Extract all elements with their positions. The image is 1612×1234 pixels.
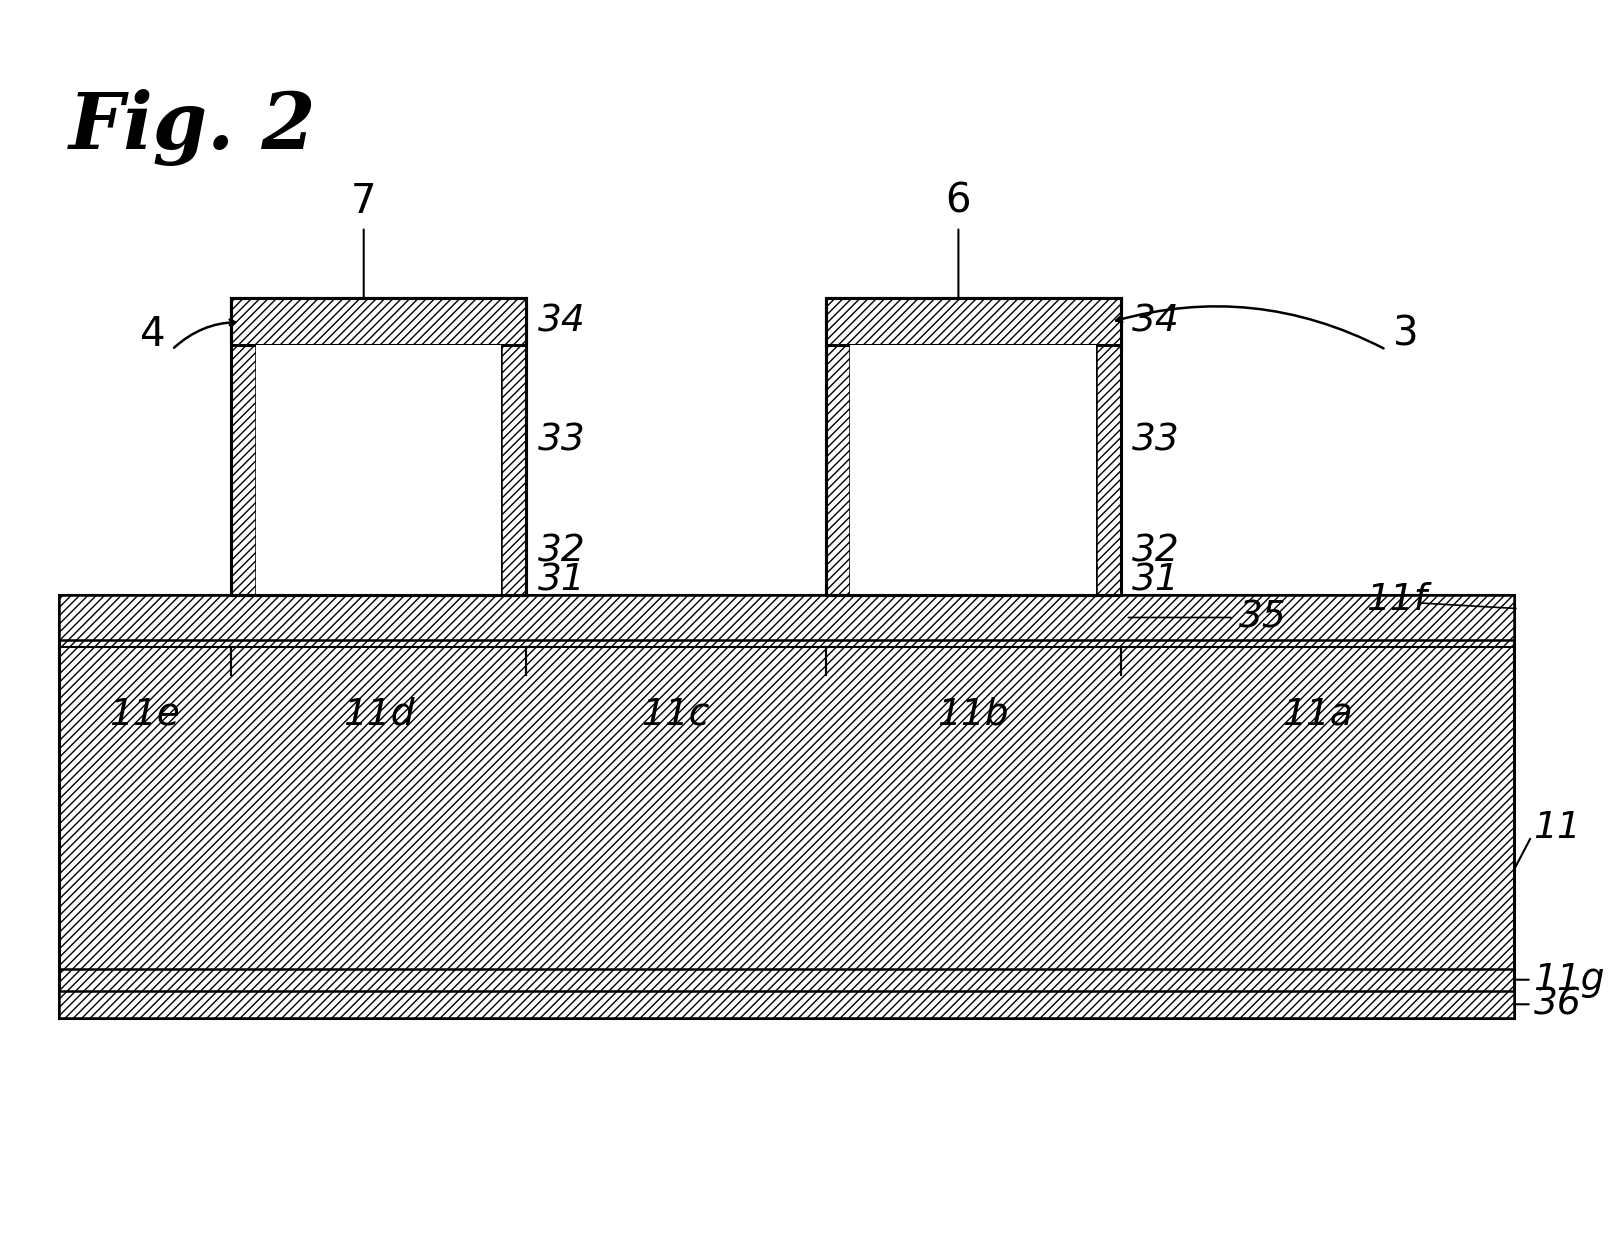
Text: 3: 3 (1393, 315, 1419, 355)
Bar (256, 344, 501, 537)
Bar (231, 297, 526, 595)
Bar (825, 297, 1120, 595)
Bar (256, 566, 501, 595)
Text: 7: 7 (351, 181, 377, 222)
Text: 11c: 11c (642, 697, 709, 733)
Bar (825, 297, 1120, 595)
Text: 32: 32 (538, 533, 585, 569)
Bar (256, 537, 501, 566)
Text: 36: 36 (1533, 986, 1581, 1022)
Text: 11d: 11d (343, 697, 414, 733)
Text: 11g: 11g (1533, 961, 1606, 998)
Bar (825, 297, 1120, 344)
Text: 33: 33 (1132, 422, 1180, 459)
Bar (850, 344, 1096, 595)
Text: 31: 31 (538, 563, 585, 598)
Bar (60, 595, 1514, 1018)
Text: 11b: 11b (938, 697, 1009, 733)
Bar (256, 344, 501, 595)
Text: 31: 31 (1132, 563, 1180, 598)
Bar (60, 595, 1514, 639)
Text: 32: 32 (1132, 533, 1180, 569)
Text: 35: 35 (1238, 600, 1286, 636)
Text: 11a: 11a (1282, 697, 1352, 733)
Text: 34: 34 (538, 304, 585, 339)
Text: 34: 34 (1132, 304, 1180, 339)
Text: 33: 33 (538, 422, 585, 459)
Text: 6: 6 (946, 181, 970, 222)
Text: 4: 4 (140, 315, 164, 355)
Text: Fig. 2: Fig. 2 (69, 89, 316, 167)
Bar (231, 297, 526, 344)
Bar (850, 566, 1096, 595)
Bar (850, 344, 1096, 537)
Bar (60, 991, 1514, 1018)
Text: 11f: 11f (1367, 581, 1427, 618)
Bar (231, 297, 526, 595)
Text: 11e: 11e (110, 697, 181, 733)
Text: 11: 11 (1533, 810, 1581, 845)
Bar (850, 537, 1096, 566)
